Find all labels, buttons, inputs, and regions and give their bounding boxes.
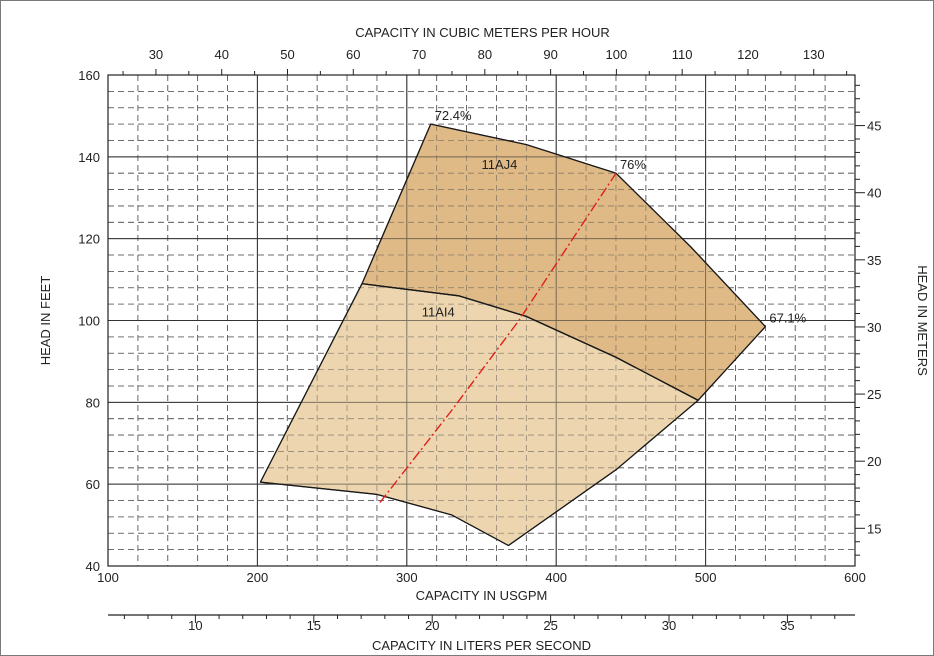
- m3h-tick-label: 120: [737, 47, 759, 62]
- meters-tick-label: 45: [867, 119, 881, 134]
- lps-tick-label: 20: [425, 618, 439, 633]
- y2-axis-label: HEAD IN METERS: [915, 265, 930, 376]
- region-outline-11ai4: [259, 283, 699, 547]
- lps-tick-label: 30: [662, 618, 676, 633]
- m3h-tick-label: 60: [346, 47, 360, 62]
- m3h-tick-label: 100: [606, 47, 628, 62]
- m3h-tick-label: 50: [280, 47, 294, 62]
- x-axis-label: CAPACITY IN USGPM: [416, 588, 548, 603]
- m3h-tick-label: 90: [543, 47, 557, 62]
- x-tick-label: 200: [247, 570, 269, 585]
- x-tick-label: 600: [844, 570, 866, 585]
- meters-tick-label: 30: [867, 320, 881, 335]
- efficiency-annotation: 67.1%: [769, 311, 806, 326]
- meters-tick-label: 20: [867, 454, 881, 469]
- m3h-tick-label: 70: [412, 47, 426, 62]
- x3-axis-label: CAPACITY IN LITERS PER SECOND: [372, 638, 591, 653]
- efficiency-annotation: 76%: [620, 157, 646, 172]
- series-label: 11AJ4: [482, 157, 518, 172]
- m3h-tick-label: 40: [214, 47, 228, 62]
- lps-tick-label: 15: [307, 618, 321, 633]
- y-tick-label: 80: [86, 395, 100, 410]
- meters-tick-label: 40: [867, 186, 881, 201]
- m3h-tick-label: 110: [672, 47, 693, 62]
- y-tick-label: 160: [78, 68, 100, 83]
- meters-tick-label: 35: [867, 253, 881, 268]
- x2-axis-label: CAPACITY IN CUBIC METERS PER HOUR: [355, 25, 610, 40]
- m3h-tick-label: 30: [149, 47, 163, 62]
- plot-border: [107, 74, 856, 567]
- series-label: 11AI4: [422, 304, 455, 319]
- y-tick-label: 140: [78, 150, 100, 165]
- x-tick-label: 100: [97, 570, 119, 585]
- y-axis-label: HEAD IN FEET: [38, 276, 53, 366]
- m3h-tick-label: 130: [803, 47, 825, 62]
- efficiency-annotation: 72.4%: [435, 108, 472, 123]
- meters-tick-label: 15: [867, 521, 881, 536]
- x-tick-label: 400: [545, 570, 567, 585]
- efficiency-line: [379, 172, 617, 504]
- y-tick-label: 40: [86, 559, 100, 574]
- y-tick-label: 100: [78, 314, 100, 329]
- grid-overlay: [107, 74, 856, 567]
- lps-tick-label: 35: [780, 618, 794, 633]
- x-tick-label: 300: [396, 570, 418, 585]
- meters-tick-label: 25: [867, 387, 881, 402]
- y-tick-label: 60: [86, 477, 100, 492]
- lps-tick-label: 25: [543, 618, 557, 633]
- x-tick-label: 500: [695, 570, 717, 585]
- lps-tick-label: 10: [188, 618, 202, 633]
- m3h-tick-label: 80: [478, 47, 492, 62]
- y-tick-label: 120: [78, 232, 100, 247]
